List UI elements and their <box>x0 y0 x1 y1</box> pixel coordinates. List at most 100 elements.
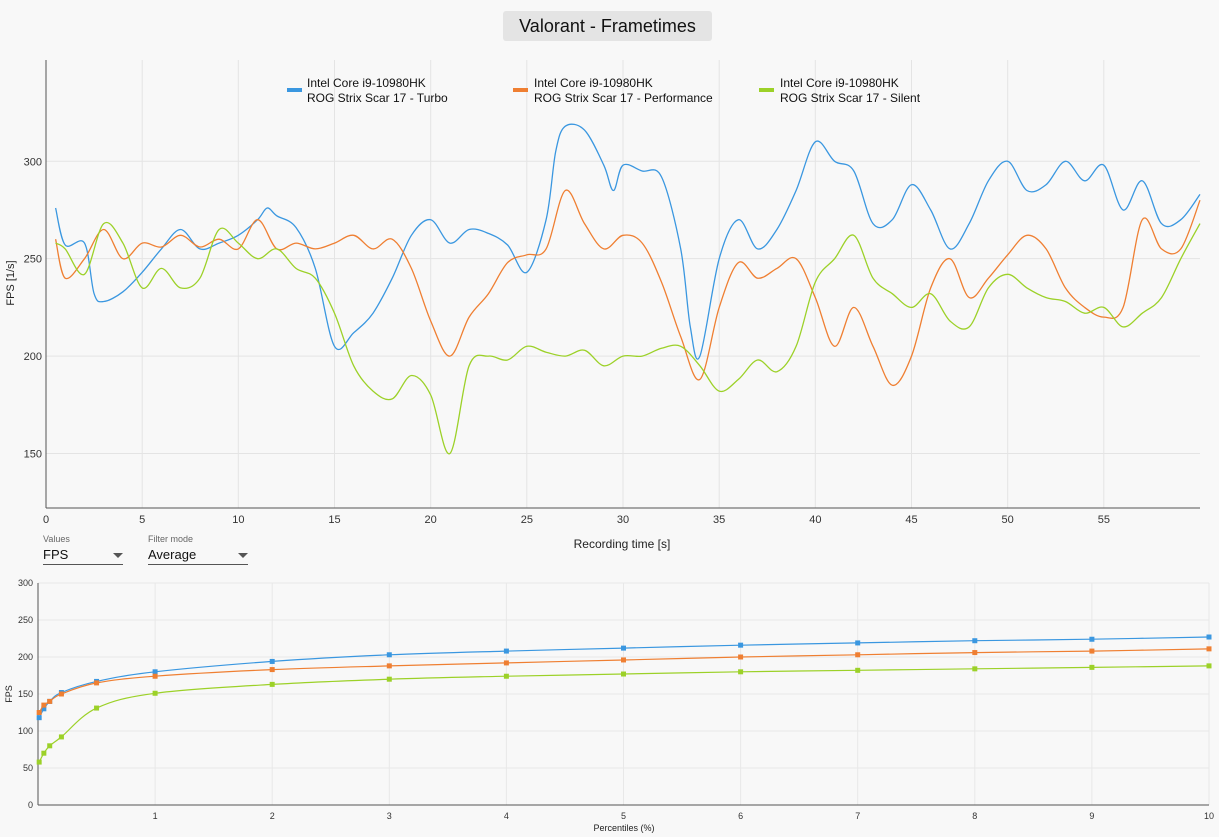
percentile-point-performance <box>621 657 626 663</box>
y-tick-label: 150 <box>18 689 33 699</box>
y-tick-label: 300 <box>24 156 42 168</box>
percentiles-y-ticks: 0 50 100 150 200 250 300 <box>18 578 33 810</box>
x-tick-label: 7 <box>855 811 860 821</box>
frametimes-y-ticks: 150 200 250 300 <box>24 156 42 460</box>
x-tick-label: 10 <box>232 514 244 526</box>
values-dropdown-label: Values <box>43 534 70 544</box>
values-dropdown-value: FPS <box>43 547 69 562</box>
percentile-point-silent <box>855 667 861 673</box>
legend-item-silent[interactable]: Intel Core i9-10980HK ROG Strix Scar 17 … <box>759 76 921 105</box>
x-tick-label: 4 <box>504 811 509 821</box>
percentile-point-turbo <box>269 658 275 664</box>
x-tick-label: 3 <box>387 811 392 821</box>
legend-swatch-silent <box>759 88 774 92</box>
legend: Intel Core i9-10980HK ROG Strix Scar 17 … <box>287 76 921 105</box>
y-tick-label: 250 <box>18 615 33 625</box>
legend-line1-performance: Intel Core i9-10980HK <box>534 76 653 90</box>
x-tick-label: 20 <box>425 514 437 526</box>
x-tick-label: 40 <box>809 514 821 526</box>
percentile-point-performance <box>94 680 100 686</box>
chevron-down-icon <box>113 553 123 558</box>
x-tick-label: 5 <box>621 811 626 821</box>
percentiles-x-label: Percentiles (%) <box>593 823 654 833</box>
series-line-turbo <box>54 123 1201 360</box>
percentile-point-performance <box>503 660 509 666</box>
percentile-point-silent <box>47 743 53 749</box>
percentiles-grid <box>38 582 1210 806</box>
percentile-point-silent <box>503 673 509 679</box>
percentile-point-silent <box>1089 664 1095 670</box>
series-line-performance <box>54 189 1201 386</box>
x-tick-label: 2 <box>270 811 275 821</box>
percentiles-series <box>36 634 1212 765</box>
chevron-down-icon <box>238 553 248 558</box>
y-tick-label: 0 <box>28 800 33 810</box>
chart-title: Valorant - Frametimes <box>503 11 712 41</box>
percentile-point-turbo <box>621 645 626 651</box>
percentile-line-turbo <box>38 636 1210 718</box>
legend-item-performance[interactable]: Intel Core i9-10980HK ROG Strix Scar 17 … <box>513 76 713 105</box>
y-tick-label: 100 <box>18 726 33 736</box>
filter-mode-dropdown-label: Filter mode <box>148 534 194 544</box>
y-tick-label: 200 <box>18 652 33 662</box>
legend-line2-silent: ROG Strix Scar 17 - Silent <box>780 91 921 105</box>
legend-swatch-performance <box>513 88 528 92</box>
legend-line2-turbo: ROG Strix Scar 17 - Turbo <box>307 91 448 105</box>
percentile-point-turbo <box>41 706 47 712</box>
frametimes-series <box>54 123 1201 455</box>
percentile-point-silent <box>1206 663 1212 669</box>
percentile-point-performance <box>36 710 42 715</box>
x-tick-label: 50 <box>1002 514 1014 526</box>
x-tick-label: 45 <box>905 514 917 526</box>
filter-mode-dropdown[interactable]: Filter mode Average <box>148 534 248 565</box>
percentile-line-silent <box>38 665 1210 763</box>
percentile-point-performance <box>269 667 275 673</box>
percentile-point-silent <box>58 734 64 740</box>
frametimes-x-ticks: 0 5 10 15 20 25 30 35 40 45 50 55 <box>43 514 1110 526</box>
percentile-point-performance <box>1089 648 1095 654</box>
percentile-point-silent <box>94 705 100 711</box>
percentile-point-silent <box>269 681 275 687</box>
percentile-point-turbo <box>36 715 42 721</box>
values-dropdown[interactable]: Values FPS <box>43 534 123 565</box>
percentile-point-turbo <box>386 652 392 658</box>
x-tick-label: 6 <box>738 811 743 821</box>
percentiles-y-label: FPS <box>4 685 14 703</box>
percentile-point-silent <box>36 759 42 765</box>
legend-line1-silent: Intel Core i9-10980HK <box>780 76 899 90</box>
y-tick-label: 250 <box>24 254 42 266</box>
frametimes-chart: 150 200 250 300 0 5 10 15 20 25 30 35 40 45 50 55 FPS … <box>5 60 1201 551</box>
series-line-silent <box>55 221 1201 455</box>
percentile-point-silent <box>41 750 47 756</box>
percentile-point-performance <box>41 702 47 708</box>
x-tick-label: 1 <box>153 811 158 821</box>
legend-item-turbo[interactable]: Intel Core i9-10980HK ROG Strix Scar 17 … <box>287 76 448 105</box>
percentiles-chart: 0 50 100 150 200 250 300 1 2 3 4 5 6 7 8 9 10 FPS Perce… <box>4 578 1214 833</box>
percentile-point-performance <box>1206 646 1212 652</box>
frametimes-grid <box>45 60 1200 508</box>
percentile-point-silent <box>386 676 392 682</box>
percentile-point-silent <box>972 666 978 672</box>
percentile-point-performance <box>47 698 53 704</box>
percentile-point-performance <box>855 652 861 658</box>
percentile-point-silent <box>152 690 158 696</box>
percentile-line-performance <box>38 648 1210 713</box>
percentiles-x-ticks: 1 2 3 4 5 6 7 8 9 10 <box>153 811 1214 821</box>
x-tick-label: 8 <box>972 811 977 821</box>
filter-mode-dropdown-value: Average <box>148 547 197 562</box>
percentile-point-turbo <box>1206 634 1212 640</box>
percentile-point-silent <box>738 669 744 675</box>
x-tick-label: 30 <box>617 514 629 526</box>
x-tick-label: 15 <box>328 514 340 526</box>
x-tick-label: 5 <box>139 514 145 526</box>
percentile-point-turbo <box>855 640 861 646</box>
percentile-point-performance <box>972 650 978 656</box>
percentile-point-performance <box>738 654 744 660</box>
percentile-point-turbo <box>152 669 158 675</box>
x-tick-label: 25 <box>521 514 533 526</box>
percentile-point-performance <box>386 663 392 669</box>
y-tick-label: 200 <box>24 351 42 363</box>
x-tick-label: 35 <box>713 514 725 526</box>
y-tick-label: 50 <box>23 763 33 773</box>
x-tick-label: 55 <box>1098 514 1110 526</box>
